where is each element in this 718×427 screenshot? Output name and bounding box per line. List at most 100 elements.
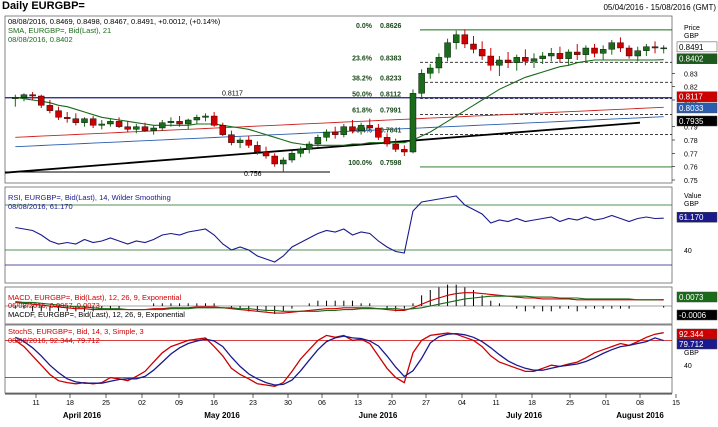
candle-body	[340, 126, 348, 135]
candle-body	[150, 127, 157, 131]
candle-body	[392, 143, 399, 150]
candle-body	[496, 59, 503, 66]
price-badge: 0.8402	[679, 55, 704, 64]
macdf-legend: MACDF, EURGBP=, Bid(Last), 12, 26, 9, Ex…	[8, 310, 185, 319]
x-axis-day-label: 11	[32, 400, 39, 407]
x-axis-day-label: 08	[636, 400, 644, 407]
fib-pct-label: 50.0%	[352, 91, 373, 98]
candle-body	[98, 123, 105, 126]
candle-body	[219, 125, 227, 135]
x-axis-day-label: 01	[602, 400, 610, 407]
candle-body	[599, 49, 607, 54]
candle-body	[280, 159, 287, 165]
candle-body	[63, 117, 71, 119]
sma-long-red	[15, 106, 664, 138]
candle-body	[634, 50, 641, 57]
fib-value-label: 0.7991	[380, 108, 402, 115]
candle-body	[20, 94, 28, 98]
candle-body	[55, 110, 62, 118]
candle-body	[245, 139, 252, 146]
price-axis-unit: GBP	[684, 33, 699, 40]
candle-body	[461, 34, 469, 45]
price-axis-tick: 0.83	[684, 71, 698, 78]
chart-title: Daily EURGBP=	[2, 0, 85, 12]
candle-body	[254, 145, 261, 153]
rsi-axis-tick: 40	[684, 248, 692, 255]
sma21-line	[15, 59, 664, 146]
marker-high-label: 0.8117	[222, 91, 243, 98]
candle-body	[12, 97, 19, 99]
candle-body	[306, 143, 313, 150]
candle-body	[133, 126, 140, 130]
price-badge: 0.8491	[679, 43, 704, 52]
candle-body	[452, 34, 460, 43]
candle-body	[574, 51, 581, 55]
macd-panel-frame	[4, 286, 673, 325]
stoch-k-badge: 92.344	[679, 330, 704, 339]
macd-hist-badge-bg	[676, 309, 718, 321]
stoch-legend-value: 08/08/2016, 92.344, 79.712	[8, 336, 100, 345]
candle-body	[38, 95, 45, 106]
candle-body	[513, 57, 520, 63]
x-axis-day-label: 20	[388, 400, 396, 407]
fib-value-label: 0.8626	[380, 23, 402, 30]
rsi-axis-title: Value	[684, 193, 701, 200]
candle-body	[141, 126, 149, 131]
candle-body	[470, 43, 477, 50]
price-legend-sma: SMA, EURGBP=, Bid(Last), 21	[8, 26, 111, 35]
candle-body	[193, 117, 201, 121]
x-axis-day-label: 04	[458, 400, 466, 407]
stoch-axis-unit: GBP	[684, 350, 699, 357]
stoch-d-badge-bg	[676, 338, 718, 350]
candle-body	[288, 153, 296, 161]
candle-body	[375, 127, 382, 138]
candle-body	[81, 118, 88, 123]
candle-body	[167, 121, 175, 123]
rsi-badge-bg	[676, 211, 718, 223]
rsi-badge: 61.170	[679, 213, 704, 222]
candle-body	[487, 55, 495, 66]
candle-body	[159, 122, 166, 129]
x-axis-month-label: April 2016	[63, 411, 102, 420]
fib-pct-label: 23.6%	[352, 55, 373, 62]
candle-body	[366, 125, 373, 129]
candle-body	[418, 73, 425, 94]
x-axis-month-label: August 2016	[616, 411, 664, 420]
price-axis-tick: 0.76	[684, 165, 698, 172]
x-axis-day-label: 09	[175, 400, 183, 407]
candle-body	[608, 42, 616, 50]
support-trendline	[4, 121, 641, 174]
price-axis-tick: 0.77	[684, 151, 698, 158]
price-badge-bg	[676, 102, 718, 114]
stoch-d-badge: 79.712	[679, 340, 704, 349]
candle-body	[176, 121, 183, 125]
price-legend-sma-value: 08/08/2016, 0.8402	[8, 35, 73, 44]
x-axis-day-label: 18	[66, 400, 74, 407]
candle-body	[202, 115, 209, 118]
candle-body	[478, 49, 486, 57]
x-axis-month-label: June 2016	[359, 411, 398, 420]
fib-value-label: 0.8233	[380, 75, 402, 82]
x-axis-day-label: 25	[102, 400, 110, 407]
stoch-axis-tick: 40	[684, 363, 692, 370]
candle-body	[271, 155, 278, 165]
candle-body	[401, 149, 408, 153]
macd-signal-line	[15, 295, 664, 312]
sma-long-blue	[15, 116, 664, 148]
candle-body	[107, 121, 114, 125]
candle-body	[228, 134, 235, 143]
candle-body	[522, 57, 529, 62]
fib-pct-label: 0.0%	[356, 23, 373, 30]
rsi-panel-frame	[4, 186, 673, 284]
candle-body	[660, 47, 667, 50]
x-axis-day-label: 13	[354, 400, 362, 407]
candle-body	[435, 57, 443, 69]
candle-body	[643, 46, 650, 51]
candle-body	[331, 131, 339, 135]
candle-body	[383, 137, 391, 145]
macd-hist-badge: -0.0006	[679, 311, 707, 320]
candle-body	[314, 137, 322, 145]
candle-body	[349, 126, 356, 131]
candle-body	[651, 46, 659, 49]
